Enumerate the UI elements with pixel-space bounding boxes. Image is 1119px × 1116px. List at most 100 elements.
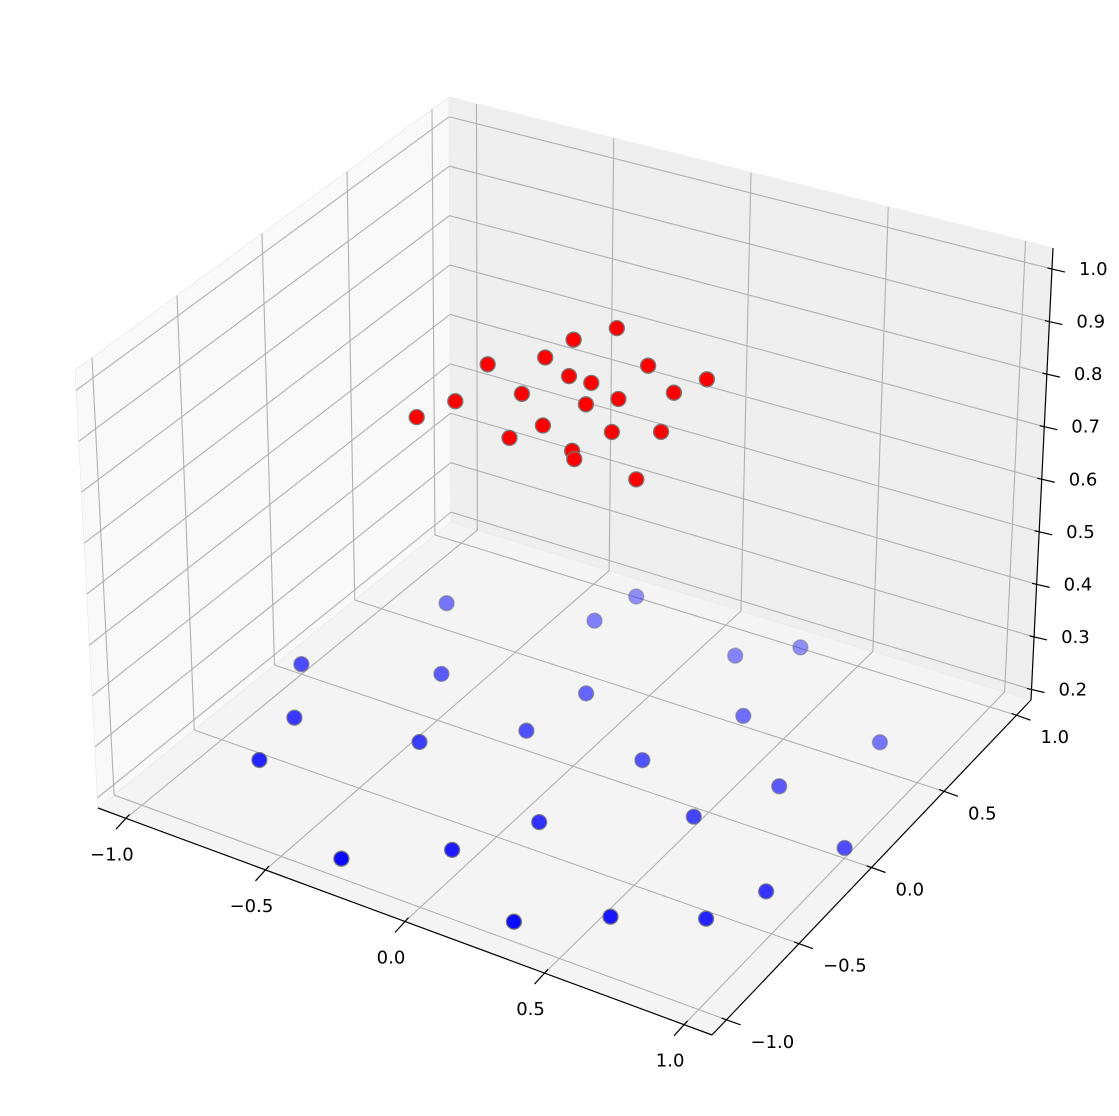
blue-data-point <box>628 588 645 605</box>
z-axis-tick <box>1029 635 1048 641</box>
x-axis-tick-label: −0.5 <box>230 896 274 917</box>
red-data-point <box>610 390 627 408</box>
blue-data-point <box>792 639 809 656</box>
y-axis-tick-label: 0.0 <box>896 880 925 901</box>
x-axis-tick <box>255 865 270 882</box>
data-points <box>251 319 889 930</box>
red-data-point <box>628 471 645 488</box>
blue-data-point <box>757 883 775 900</box>
y-axis-tick <box>1011 712 1031 721</box>
grid-line-y <box>176 295 195 731</box>
grid-line-z <box>78 165 450 442</box>
red-data-point <box>501 429 518 447</box>
z-axis-tick <box>1034 530 1053 536</box>
z-axis-tick-label: 0.4 <box>1064 574 1093 595</box>
red-data-point <box>639 357 657 374</box>
blue-data-point <box>286 709 303 726</box>
grid-line-z <box>450 412 1037 585</box>
z-axis-tick-label: 0.7 <box>1071 417 1100 438</box>
y-axis-tick <box>866 865 886 874</box>
y-axis-tick <box>938 789 959 797</box>
blue-data-point <box>727 647 744 664</box>
blue-data-point <box>443 841 461 859</box>
y-axis-tick-label: −1.0 <box>751 1032 795 1053</box>
x-axis-tick-label: 0.0 <box>377 948 406 969</box>
blue-data-point <box>411 733 428 751</box>
grid-line-z <box>91 412 451 697</box>
blue-data-point <box>586 612 603 629</box>
grid-line-y <box>113 794 727 1021</box>
grid-line-z <box>449 165 1050 323</box>
blue-data-point <box>505 913 523 930</box>
grid-line-y <box>431 109 436 536</box>
grid-line-z <box>75 116 450 391</box>
grid-line-z <box>97 511 452 799</box>
grid-line-z <box>86 314 451 595</box>
grid-line-x <box>740 172 752 612</box>
z-axis-tick-label: 1.0 <box>1079 259 1108 280</box>
grid-line-z <box>449 215 1048 375</box>
blue-data-point <box>836 839 853 857</box>
axis-ticks: −1.0 −0.5 0.0 0.5 1.0 −1.0 −0.5 0.0 0.5 1.0 0.2 0.3… <box>90 259 1108 1072</box>
grid-line-x <box>1004 241 1027 692</box>
red-data-point <box>479 356 496 373</box>
z-axis-tick <box>1039 425 1058 431</box>
red-data-point <box>583 374 600 392</box>
grid-line-y <box>274 664 872 869</box>
blue-data-point <box>685 808 702 825</box>
blue-data-point <box>602 908 619 925</box>
red-data-point <box>537 349 554 366</box>
x-axis-tick <box>115 814 130 830</box>
red-data-point <box>665 384 683 401</box>
x-axis-tick <box>673 1020 689 1037</box>
x-axis-tick-label: 0.5 <box>516 999 545 1020</box>
grid-line-z <box>450 462 1035 638</box>
red-data-point <box>565 331 582 348</box>
grid-line-z <box>94 462 452 748</box>
red-data-point <box>577 396 595 413</box>
z-axis-tick <box>1042 372 1060 378</box>
y-axis-tick <box>721 1017 741 1026</box>
z-axis-tick <box>1044 319 1063 326</box>
red-data-point <box>566 450 583 468</box>
z-axis-tick-label: 0.6 <box>1069 469 1098 490</box>
blue-data-point <box>518 722 535 739</box>
z-axis-tick-label: 0.9 <box>1076 312 1105 333</box>
y-axis-tick-label: 0.5 <box>968 803 997 824</box>
blue-data-point <box>293 656 310 673</box>
grid-line-y <box>91 357 115 796</box>
red-data-point <box>408 408 425 426</box>
grid-line-y <box>194 729 800 945</box>
z-axis-tick <box>1026 687 1045 694</box>
z-axis-tick-label: 0.2 <box>1059 679 1088 700</box>
grid-line-y <box>346 171 356 601</box>
x-axis-tick <box>534 968 549 985</box>
y-axis-tick-label: 1.0 <box>1041 727 1070 748</box>
z-axis-line <box>1030 247 1054 701</box>
red-data-point <box>603 423 621 441</box>
grid-line-y <box>261 233 276 666</box>
blue-data-point <box>251 751 268 769</box>
z-axis-tick <box>1047 267 1066 273</box>
blue-data-point <box>333 850 350 867</box>
x-axis-tick <box>394 917 409 933</box>
grid-line-y <box>434 534 1017 716</box>
red-data-point <box>652 423 670 440</box>
grid-lines <box>75 103 1053 1026</box>
blue-data-point <box>577 685 595 702</box>
z-axis-tick <box>1031 582 1050 588</box>
blue-data-point <box>735 707 752 725</box>
y-axis-tick-label: −0.5 <box>823 956 867 977</box>
grid-line-x <box>475 103 478 531</box>
red-data-point <box>560 367 578 385</box>
red-data-point <box>447 393 464 410</box>
grid-line-z <box>448 116 1053 270</box>
grid-line-z <box>450 363 1040 533</box>
grid-line-z <box>449 264 1045 428</box>
blue-data-point <box>771 778 788 795</box>
blue-data-point <box>697 910 715 927</box>
blue-data-point <box>433 665 450 683</box>
grid-line-x <box>608 138 615 571</box>
blue-data-point <box>438 595 455 612</box>
